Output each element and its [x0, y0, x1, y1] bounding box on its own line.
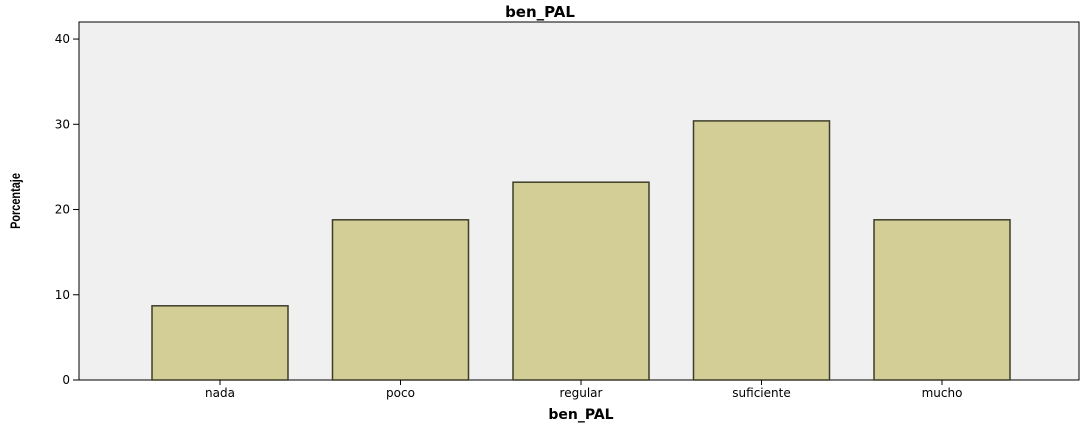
x-tick-label: poco — [386, 386, 415, 400]
y-tick-label: 30 — [55, 117, 70, 131]
y-tick-label: 20 — [55, 203, 70, 217]
bar-nada — [151, 305, 289, 381]
x-tick-label: mucho — [922, 386, 963, 400]
bar-poco — [331, 219, 470, 381]
x-axis-label: ben_PAL — [548, 407, 613, 423]
x-tick-label: nada — [205, 386, 235, 400]
y-axis-label: Porcentaje — [8, 173, 24, 229]
y-tick-label: 40 — [55, 32, 70, 46]
bar-suficiente — [692, 120, 831, 381]
bars — [151, 120, 1011, 381]
x-tick-label: suficiente — [732, 386, 790, 400]
x-tick-label: regular — [560, 386, 603, 400]
chart-title: ben_PAL — [505, 3, 575, 21]
bar-mucho — [873, 219, 1011, 381]
y-tick-label: 0 — [62, 373, 70, 387]
x-axis: nada poco regular suficiente mucho — [205, 380, 962, 400]
y-tick-label: 10 — [55, 288, 70, 302]
bar-regular — [512, 181, 650, 381]
y-axis: 0 10 20 30 40 — [55, 32, 79, 387]
